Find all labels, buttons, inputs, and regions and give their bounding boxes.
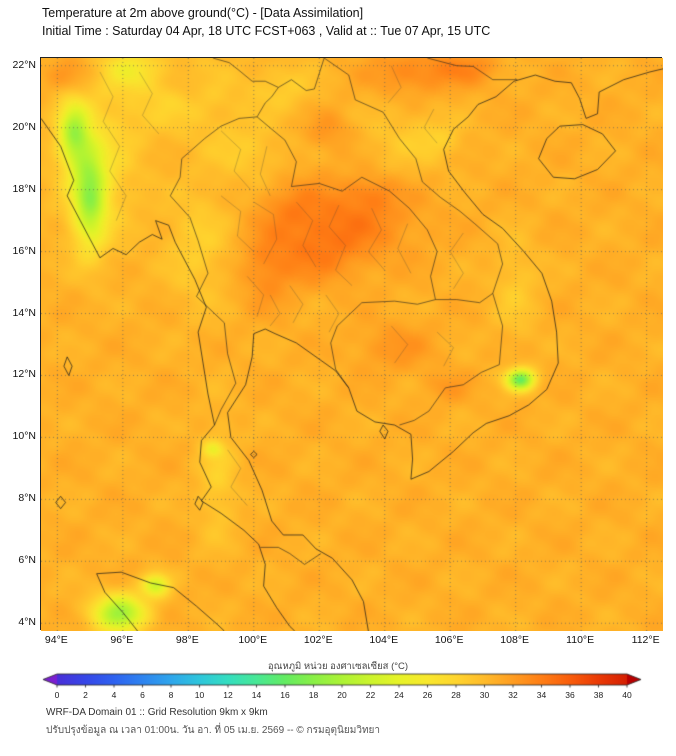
lon-tick-label: 102°E xyxy=(303,634,333,646)
lon-tick-label: 98°E xyxy=(175,634,199,646)
lon-tick-label: 94°E xyxy=(44,634,68,646)
lat-tick-label: 18°N xyxy=(12,182,36,195)
colorbar-tick-label: 30 xyxy=(479,690,490,700)
colorbar-tick-label: 0 xyxy=(54,690,60,700)
colorbar-tick-label: 6 xyxy=(140,690,145,700)
lat-tick-label: 8°N xyxy=(18,492,36,505)
map-title: Temperature at 2m above ground(°C) - [Da… xyxy=(42,6,364,20)
lon-tick-label: 100°E xyxy=(238,634,268,646)
colorbar-tick-label: 36 xyxy=(565,690,575,700)
lat-tick-label: 6°N xyxy=(18,554,36,567)
colorbar-tick-label: 32 xyxy=(508,690,518,700)
lon-tick-label: 96°E xyxy=(110,634,134,646)
colorbar-tick-label: 4 xyxy=(111,690,117,700)
colorbar-tick-label: 14 xyxy=(251,690,262,700)
footer-update-info: ปรับปรุงข้อมูล ณ เวลา 01:00น. วัน อา. ที… xyxy=(46,725,381,736)
footer-domain-info: WRF-DA Domain 01 :: Grid Resolution 9km … xyxy=(46,707,268,718)
temperature-map-canvas xyxy=(41,58,663,631)
lat-tick-label: 10°N xyxy=(12,430,36,443)
colorbar-tick-label: 26 xyxy=(422,690,433,700)
lat-tick-label: 14°N xyxy=(12,306,36,319)
lon-tick-label: 104°E xyxy=(369,634,399,646)
colorbar-tick-label: 18 xyxy=(308,690,319,700)
lat-tick-label: 12°N xyxy=(12,368,36,381)
colorbar-tick-label: 28 xyxy=(451,690,461,700)
colorbar-tick-label: 16 xyxy=(280,690,290,700)
colorbar-label: อุณหภูมิ หน่วย องศาเซลเซียส (°C) xyxy=(267,661,409,672)
lat-tick-label: 16°N xyxy=(12,244,36,257)
colorbar-tick-label: 38 xyxy=(593,690,604,700)
lon-tick-label: 112°E xyxy=(631,634,660,646)
colorbar-tick-label: 12 xyxy=(223,690,233,700)
colorbar-tick-label: 2 xyxy=(83,690,88,700)
map-plot xyxy=(40,57,663,631)
lat-tick-label: 22°N xyxy=(12,58,36,71)
lon-tick-label: 110°E xyxy=(566,634,595,646)
colorbar-tick-label: 40 xyxy=(622,690,632,700)
colorbar-tick-label: 22 xyxy=(365,690,376,700)
colorbar-tick-label: 34 xyxy=(536,690,547,700)
lon-tick-label: 108°E xyxy=(500,634,530,646)
colorbar-tick-label: 10 xyxy=(194,690,205,700)
map-subtitle: Initial Time : Saturday 04 Apr, 18 UTC F… xyxy=(42,24,491,38)
colorbar-tick-label: 24 xyxy=(394,690,404,700)
lat-tick-label: 4°N xyxy=(18,616,36,629)
lat-tick-label: 20°N xyxy=(12,120,36,133)
colorbar-tick-label: 8 xyxy=(168,690,174,700)
lon-tick-label: 106°E xyxy=(434,634,464,646)
colorbar xyxy=(0,672,676,690)
colorbar-tick-label: 20 xyxy=(337,690,347,700)
